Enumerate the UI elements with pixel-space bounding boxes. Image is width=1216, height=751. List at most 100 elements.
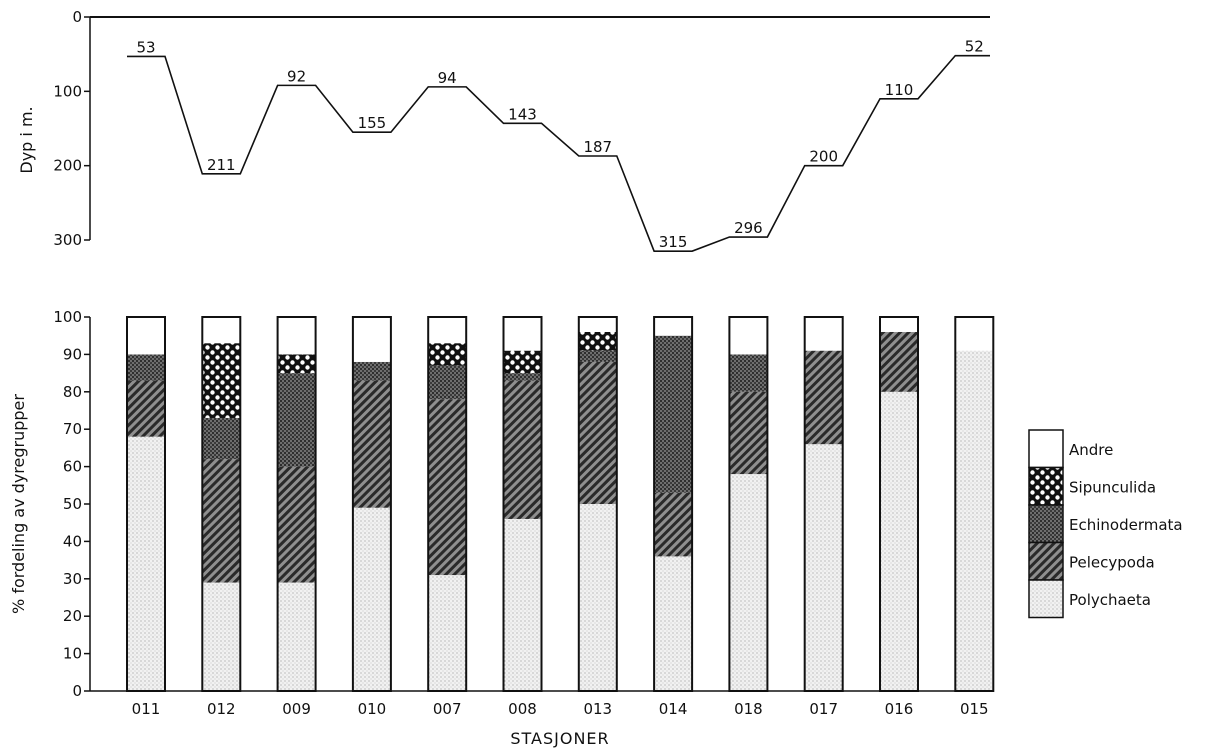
legend-item-polychaeta: Polychaeta	[1028, 579, 1151, 619]
bar-station-012	[201, 316, 242, 692]
x-tick-label-008: 008	[508, 700, 537, 718]
bar-segment-pelecypoda	[202, 459, 241, 583]
bar-segment-pelecypoda	[503, 380, 542, 519]
bar-segment-echinodermata	[654, 335, 693, 493]
bar-segment-sipunculida	[428, 343, 467, 366]
bar-y-tick-label: 40	[63, 532, 82, 550]
bar-segment-polychaeta	[578, 504, 617, 691]
bar-axis-title: % fordeling av dyregrupper	[9, 394, 28, 614]
depth-label-011: 53	[136, 38, 155, 56]
legend-item-echinodermata: Echinodermata	[1028, 504, 1183, 544]
bar-segment-echinodermata	[277, 373, 316, 467]
x-tick-label-015: 015	[960, 700, 989, 718]
bar-segment-polychaeta	[277, 582, 316, 691]
legend-swatch-echinodermata	[1028, 504, 1064, 544]
bar-segment-pelecypoda	[127, 380, 165, 437]
bar-segment-sipunculida	[503, 350, 542, 374]
bar-segment-polychaeta	[729, 474, 768, 691]
bar-y-tick-label: 80	[63, 383, 82, 401]
bar-segment-andre	[503, 317, 542, 351]
depth-label-008: 143	[508, 105, 537, 123]
legend-label-andre: Andre	[1069, 441, 1113, 459]
bar-segment-andre	[352, 317, 391, 362]
stacked-bar-chart: % fordeling av dyregrupper 010 20 30 40 50 60…	[9, 308, 1183, 748]
bar-segment-polychaeta	[127, 436, 165, 691]
bar-station-018	[728, 316, 769, 692]
bar-segment-echinodermata	[503, 373, 542, 381]
bar-segment-sipunculida	[578, 331, 617, 351]
bar-y-tick-label: 20	[63, 607, 82, 625]
legend-swatch-polychaeta	[1028, 579, 1064, 619]
legend-label-echinodermata: Echinodermata	[1069, 516, 1183, 534]
depth-y-tick-label: 300	[53, 231, 82, 249]
bar-segment-pelecypoda	[352, 380, 391, 508]
depth-label-014: 315	[659, 233, 688, 251]
legend-label-polychaeta: Polychaeta	[1069, 591, 1151, 609]
bar-segment-pelecypoda	[428, 399, 467, 576]
bar-station-010	[351, 316, 392, 692]
depth-label-018: 296	[734, 219, 763, 237]
bar-segment-andre	[428, 317, 467, 344]
x-tick-label-012: 012	[207, 700, 236, 718]
bar-segment-sipunculida	[277, 354, 316, 374]
depth-series	[127, 54, 990, 252]
bar-y-tick-label: 100	[53, 308, 82, 326]
x-tick-label-013: 013	[583, 700, 612, 718]
depth-label-009: 92	[287, 67, 306, 85]
bar-y-tick-label: 30	[63, 570, 82, 588]
x-tick-label-017: 017	[809, 700, 838, 718]
bar-segment-pelecypoda	[578, 361, 617, 504]
bar-station-008	[502, 316, 543, 692]
depth-label-010: 155	[358, 114, 387, 132]
bar-segment-andre	[127, 317, 165, 355]
depth-axis-title: Dyp i m.	[17, 106, 36, 173]
bar-segment-sipunculida	[202, 343, 241, 418]
legend-item-sipunculida: Sipunculida	[1028, 466, 1156, 506]
bar-y-tick-label: 60	[63, 458, 82, 476]
x-tick-label-009: 009	[282, 700, 311, 718]
bar-x-axis-title: STASJONER	[510, 729, 609, 748]
bar-segment-echinodermata	[578, 350, 617, 362]
depth-data-labels: 53 211 92 155 94 143 187 315 296 200 110 52	[136, 38, 983, 251]
bar-segment-echinodermata	[127, 354, 165, 381]
bar-station-007	[427, 316, 468, 692]
bar-segment-echinodermata	[352, 361, 391, 381]
bar-segment-echinodermata	[202, 417, 241, 460]
bar-station-009	[276, 316, 317, 692]
bar-segment-andre	[277, 317, 316, 355]
bar-y-tick-label: 70	[63, 420, 82, 438]
legend-item-andre: Andre	[1028, 429, 1113, 469]
legend-swatch-sipunculida	[1028, 466, 1064, 506]
x-tick-label-018: 018	[734, 700, 763, 718]
bar-segment-polychaeta	[428, 575, 467, 691]
depth-y-tick-label: 100	[53, 82, 82, 100]
bar-segment-polychaeta	[955, 350, 994, 691]
bar-segment-andre	[804, 317, 843, 351]
bar-segment-polychaeta	[654, 556, 693, 691]
x-tick-label-016: 016	[885, 700, 914, 718]
bar-segment-pelecypoda	[880, 331, 918, 392]
bar-station-014	[653, 313, 694, 692]
bar-segment-pelecypoda	[654, 492, 693, 557]
depth-profile-chart: Dyp i m. 0 100 200 300 53 211 92 155 94 143 187 31…	[17, 8, 990, 252]
depth-label-017: 200	[809, 148, 838, 166]
bar-segment-andre	[654, 313, 693, 336]
bar-y-tick-label: 50	[63, 495, 82, 513]
depth-label-013: 187	[583, 138, 612, 156]
bar-segment-polychaeta	[880, 391, 918, 691]
depth-y-tick-label: 200	[53, 157, 82, 175]
bar-x-axis: 011 012 009 010 007 008 013 014 018 017 016 015	[132, 700, 989, 718]
legend-label-pelecypoda: Pelecypoda	[1069, 553, 1155, 571]
bar-station-013	[577, 316, 618, 692]
bar-segment-andre	[729, 317, 768, 355]
bar-station-011	[126, 316, 166, 692]
depth-line	[127, 54, 990, 252]
bar-station-015	[954, 316, 995, 692]
bar-series	[90, 313, 995, 692]
legend-item-pelecypoda: Pelecypoda	[1028, 541, 1155, 581]
bar-segment-pelecypoda	[729, 391, 768, 475]
x-tick-label-010: 010	[358, 700, 387, 718]
bar-segment-polychaeta	[202, 582, 241, 691]
bar-segment-polychaeta	[352, 507, 391, 691]
